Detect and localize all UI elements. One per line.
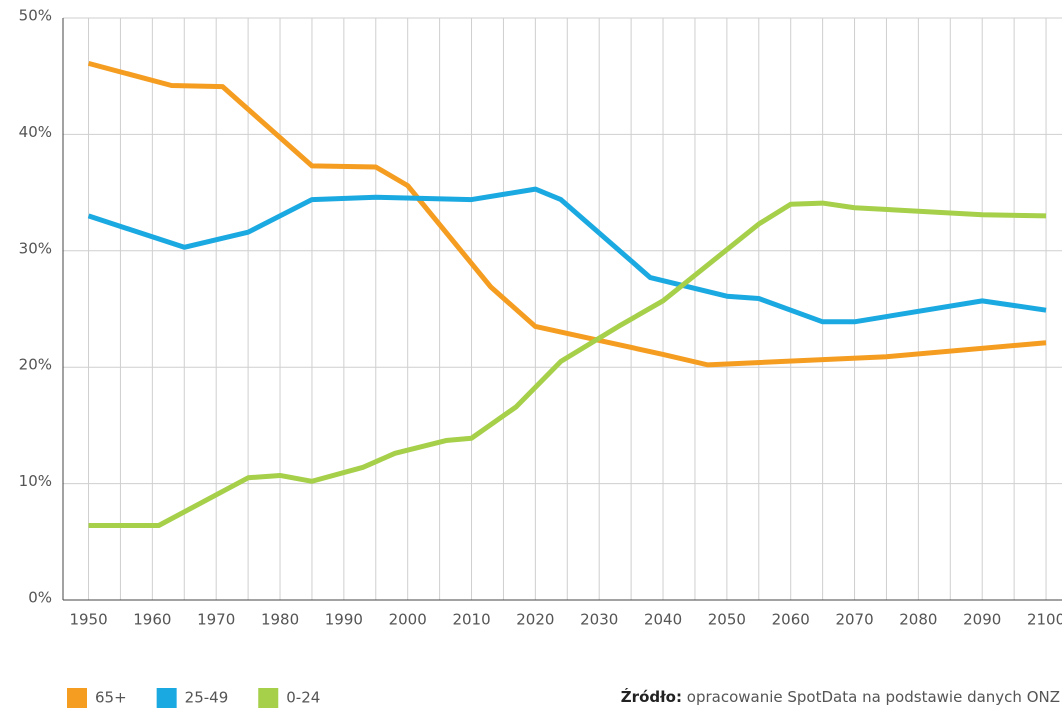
y-tick-label: 10% xyxy=(19,472,52,490)
x-tick-label: 2000 xyxy=(389,611,427,629)
legend-label: 0-24 xyxy=(286,689,320,707)
series-line xyxy=(87,60,1047,368)
y-tick-label: 40% xyxy=(19,123,52,141)
x-tick-label: 2050 xyxy=(708,611,746,629)
legend-label: 25-49 xyxy=(185,689,229,707)
x-tick-label: 1970 xyxy=(197,611,235,629)
source: Źródło: opracowanie SpotData na podstawi… xyxy=(621,687,1060,706)
y-tick-label: 30% xyxy=(19,239,52,257)
legend-swatch xyxy=(258,688,279,708)
x-tick-label: 1990 xyxy=(325,611,363,629)
x-tick-label: 2080 xyxy=(899,611,937,629)
legend-swatch xyxy=(67,688,87,708)
x-tick-label: 1980 xyxy=(261,611,299,629)
x-tick-label: 1960 xyxy=(133,611,171,629)
y-tick-label: 0% xyxy=(28,589,52,607)
x-tick-label: 2070 xyxy=(835,611,873,629)
source-text: opracowanie SpotData na podstawie danych… xyxy=(687,688,1060,706)
x-tick-label: 2010 xyxy=(452,611,490,629)
y-tick-label: 50% xyxy=(19,7,52,25)
x-tick-label: 2040 xyxy=(644,611,682,629)
x-tick-label: 2060 xyxy=(772,611,810,629)
x-tick-label: 2020 xyxy=(516,611,554,629)
x-tick-label: 2030 xyxy=(580,611,618,629)
x-tick-label: 2090 xyxy=(963,611,1001,629)
series-line xyxy=(88,200,1047,529)
y-tick-label: 20% xyxy=(19,356,52,374)
source-label: Źródło: xyxy=(621,687,682,706)
x-tick-label: 1950 xyxy=(69,611,107,629)
x-tick-label: 2100 xyxy=(1027,611,1062,629)
legend-label: 65+ xyxy=(95,689,127,707)
legend-swatch xyxy=(156,688,177,708)
series-line xyxy=(87,186,1047,325)
